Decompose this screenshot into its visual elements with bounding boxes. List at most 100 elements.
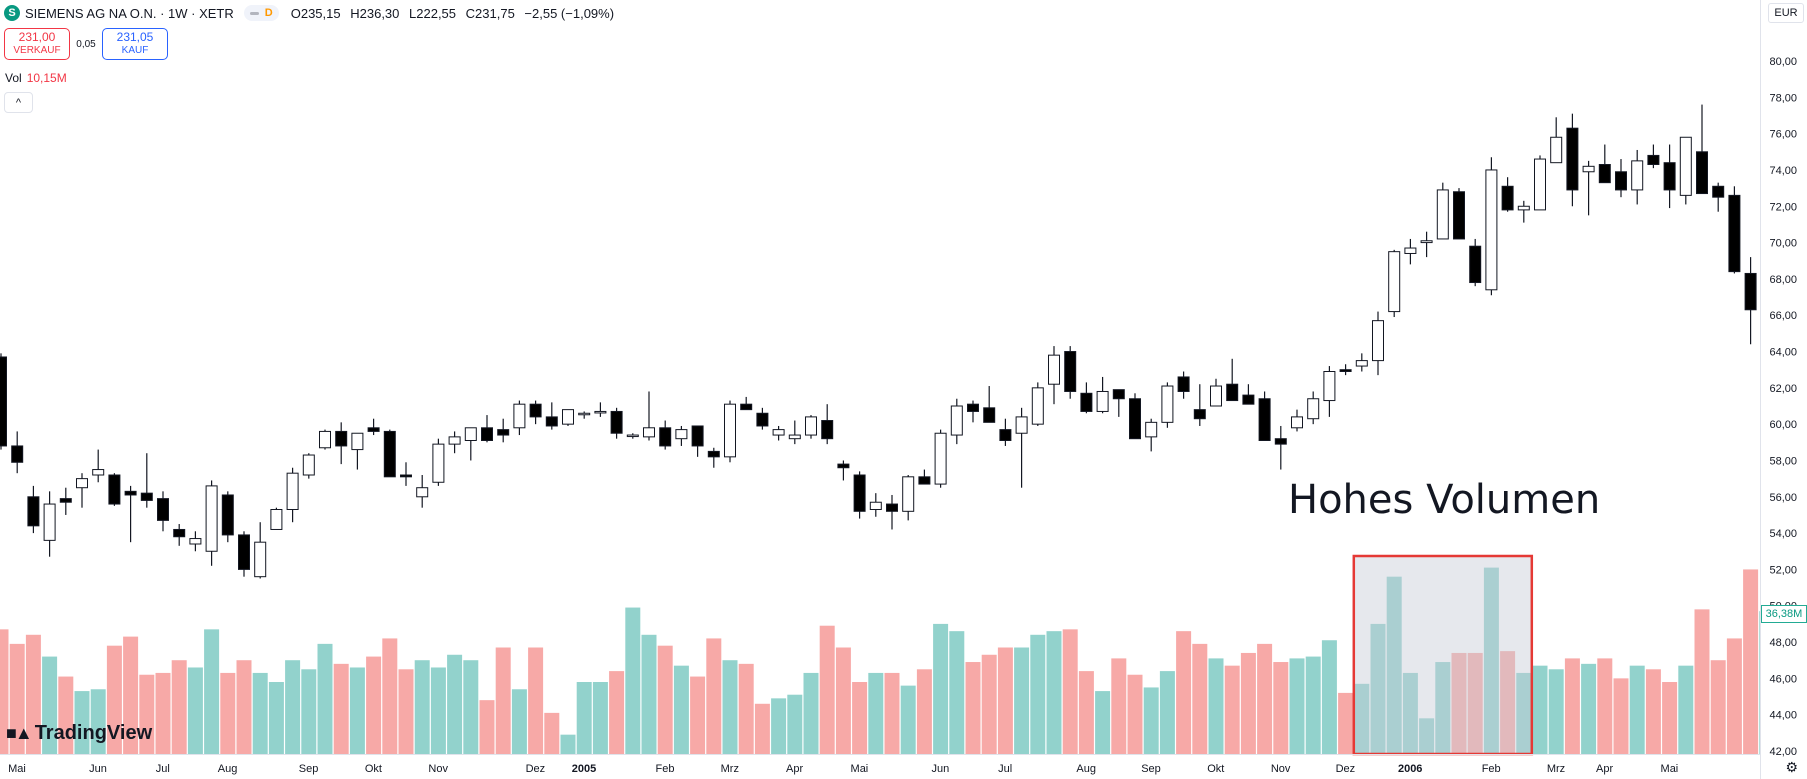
time-tick-label: Apr xyxy=(786,763,803,775)
candle xyxy=(1210,378,1222,407)
candle xyxy=(1307,391,1320,425)
volume-bar xyxy=(1014,647,1030,754)
candle-body xyxy=(869,501,882,511)
volume-bar xyxy=(220,672,236,754)
candle-body xyxy=(1598,164,1611,184)
currency-button[interactable]: EUR xyxy=(1768,3,1804,23)
close-key: C xyxy=(465,5,476,21)
candle-body xyxy=(1420,240,1433,244)
candle xyxy=(319,429,331,450)
volume-bar xyxy=(1581,663,1597,754)
candle xyxy=(1129,393,1141,440)
candle-body xyxy=(1145,421,1158,438)
time-tick-label: Apr xyxy=(1596,763,1613,775)
volume-bar xyxy=(1176,631,1192,754)
volume-bar xyxy=(252,672,268,754)
price-tick-label: 66,00 xyxy=(1769,310,1797,322)
candle xyxy=(1242,384,1255,405)
candle xyxy=(1534,155,1546,211)
candle xyxy=(1096,376,1109,414)
candle xyxy=(772,425,785,441)
volume-bar xyxy=(1613,678,1629,754)
candle xyxy=(173,524,186,546)
candle xyxy=(626,433,639,439)
volume-bar xyxy=(754,703,770,754)
volume-bar xyxy=(771,698,787,754)
volume-bar xyxy=(1694,609,1710,754)
volume-bar xyxy=(673,665,689,754)
volume-bar xyxy=(106,645,122,754)
tradingview-logo[interactable]: ■▲ TradingView xyxy=(6,722,152,745)
candle xyxy=(643,391,655,441)
time-tick-label: Feb xyxy=(656,763,675,775)
candle xyxy=(1355,353,1368,372)
candle-body xyxy=(1517,205,1530,211)
candle xyxy=(529,400,542,425)
candle-body xyxy=(610,410,623,434)
symbol-title[interactable]: SIEMENS AG NA O.N. · 1W · XETR xyxy=(25,5,234,21)
candle xyxy=(1679,136,1692,205)
volume-bar xyxy=(0,629,9,754)
volume-bar xyxy=(1743,569,1759,754)
candle xyxy=(853,471,866,519)
candle xyxy=(108,473,121,506)
annotation-text[interactable]: Hohes Volumen xyxy=(1288,477,1601,523)
candle-body xyxy=(1161,385,1174,423)
candle-body xyxy=(1307,398,1320,420)
volume-bar xyxy=(1111,658,1127,754)
volume-bar xyxy=(560,734,576,754)
volume-bar xyxy=(738,663,754,754)
volume-bar xyxy=(139,674,155,754)
candle-body xyxy=(189,538,202,545)
candle-body xyxy=(1031,387,1044,425)
candle-body xyxy=(238,534,250,570)
candle xyxy=(967,400,979,423)
market-status-badge[interactable]: D xyxy=(243,5,279,21)
volume-bar xyxy=(236,660,252,754)
candle-body xyxy=(853,474,866,512)
volume-bar xyxy=(317,643,333,754)
candle-body xyxy=(1744,272,1757,311)
volume-bar xyxy=(1532,665,1548,754)
candle xyxy=(383,429,396,478)
candle-body xyxy=(1210,385,1222,407)
volume-bar xyxy=(933,623,949,754)
candle xyxy=(140,453,153,508)
volume-bar xyxy=(1127,674,1143,754)
candle xyxy=(934,429,947,488)
candle xyxy=(1436,182,1449,240)
volume-bar xyxy=(706,638,722,754)
candle-body xyxy=(1129,398,1141,440)
open-value: 235,15 xyxy=(300,5,341,21)
volume-bar xyxy=(1597,658,1613,754)
candle-body xyxy=(999,429,1012,441)
sell-button[interactable]: 231,00 VERKAUF xyxy=(4,28,70,60)
volume-bar xyxy=(592,682,608,754)
volume-bar xyxy=(333,663,349,754)
volume-bar xyxy=(268,682,284,754)
candle-body xyxy=(626,434,639,438)
candle xyxy=(416,475,429,508)
candle xyxy=(513,400,526,436)
candle xyxy=(1598,144,1611,184)
price-tick-label: 48,00 xyxy=(1769,637,1797,649)
collapse-legend-button[interactable]: ^ xyxy=(4,92,33,113)
candle xyxy=(1663,144,1676,209)
candle-body xyxy=(270,509,283,530)
buy-button[interactable]: 231,05 KAUF xyxy=(102,28,168,60)
candle-body xyxy=(1258,398,1271,442)
candle-body xyxy=(740,403,753,411)
candle xyxy=(497,418,510,443)
candle xyxy=(254,522,267,579)
candle xyxy=(1339,364,1352,376)
chevron-up-icon: ^ xyxy=(15,96,22,109)
gear-icon[interactable]: ⚙ xyxy=(1785,759,1798,775)
candle xyxy=(43,491,56,557)
time-tick-label: Jul xyxy=(156,763,170,775)
candle xyxy=(1161,382,1174,428)
candle xyxy=(545,402,558,430)
time-tick-label: Sep xyxy=(299,763,319,775)
candle xyxy=(1145,418,1158,452)
volume-bar xyxy=(171,660,187,754)
